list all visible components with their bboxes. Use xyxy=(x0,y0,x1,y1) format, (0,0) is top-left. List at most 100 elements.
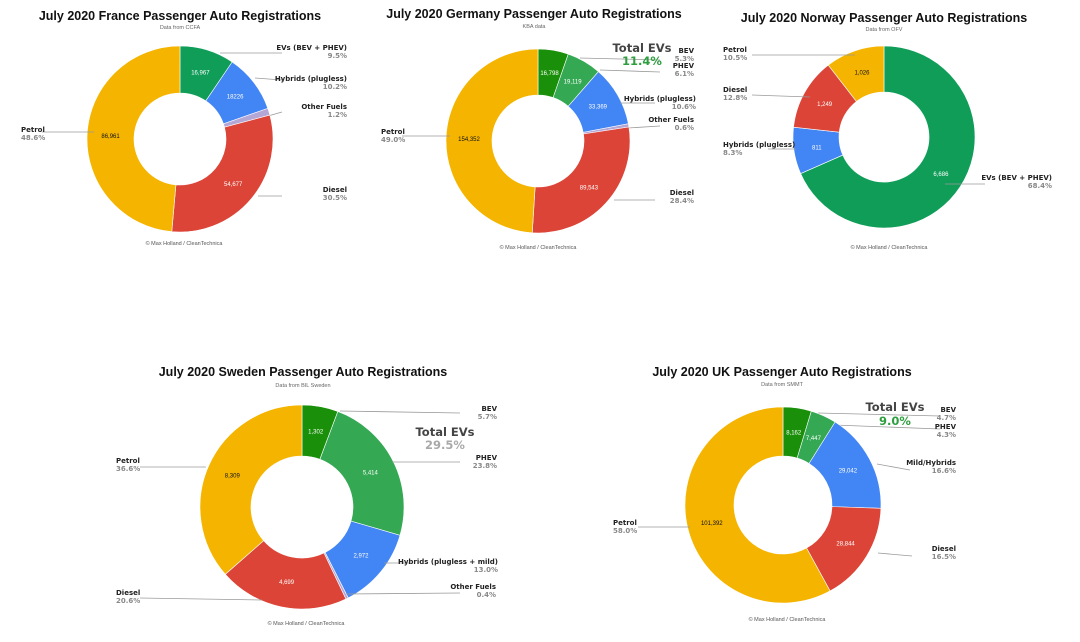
slice-value-label: 18226 xyxy=(227,95,244,101)
slice-petrol xyxy=(199,404,303,575)
leader-line xyxy=(345,592,461,595)
slice-value-label: 29,042 xyxy=(839,469,858,475)
slice-percent-label: 4.7% xyxy=(937,414,956,422)
slice-category-label: EVs (BEV + PHEV) xyxy=(276,44,347,52)
slice-category-label: Other Fuels xyxy=(648,116,694,124)
slice-category-label: Mild/Hybrids xyxy=(906,459,956,467)
slice-category-label: Diesel xyxy=(670,189,694,197)
slice-category-label: Other Fuels xyxy=(301,103,347,111)
slice-percent-label: 36.6% xyxy=(116,465,140,473)
chart-subtitle: Data from CCFA xyxy=(160,25,201,31)
slice-percent-label: 28.4% xyxy=(670,197,694,205)
chart-credit: © Max Holland / CleanTechnica xyxy=(146,240,224,247)
total-evs-percent: 11.4% xyxy=(622,54,662,68)
slice-percent-label: 10.5% xyxy=(723,54,747,62)
slice-value-label: 16,967 xyxy=(191,71,210,77)
slice-percent-label: 5.3% xyxy=(675,55,694,63)
slice-category-label: Hybrids (plugless) xyxy=(723,141,795,149)
leader-line xyxy=(267,111,283,117)
slice-value-label: 154,352 xyxy=(458,137,480,143)
slice-percent-label: 9.5% xyxy=(328,52,347,60)
slice-value-label: 1,302 xyxy=(308,430,324,436)
slice-value-label: 6,686 xyxy=(933,172,949,178)
chart-title: July 2020 Germany Passenger Auto Registr… xyxy=(386,7,682,21)
slice-value-label: 8,162 xyxy=(786,430,802,436)
slice-phev xyxy=(319,411,405,536)
slice-category-label: Diesel xyxy=(116,589,140,597)
total-evs-label: Total EVs xyxy=(415,425,474,439)
slice-percent-label: 23.8% xyxy=(473,462,497,470)
slice-category-label: Petrol xyxy=(613,519,637,527)
slice-category-label: Diesel xyxy=(323,186,347,194)
leader-line xyxy=(579,57,661,61)
slice-category-label: Hybrids (plugless) xyxy=(275,75,347,83)
slice-percent-label: 16.6% xyxy=(932,467,956,475)
slice-category-label: BEV xyxy=(940,406,956,414)
slice-diesel xyxy=(531,126,631,234)
slice-percent-label: 68.4% xyxy=(1028,182,1052,190)
chart-july-2020-france-passenger-auto-registrations: July 2020 France Passenger Auto Registra… xyxy=(21,9,347,247)
slice-value-label: 33,369 xyxy=(589,105,608,111)
total-evs-percent: 29.5% xyxy=(425,438,465,452)
chart-subtitle: Data from SMMT xyxy=(761,382,804,388)
slice-percent-label: 58.0% xyxy=(613,527,637,535)
slice-percent-label: 1.2% xyxy=(328,111,347,119)
chart-title: July 2020 Norway Passenger Auto Registra… xyxy=(741,11,1027,25)
leader-line xyxy=(833,424,941,430)
slice-value-label: 19,119 xyxy=(564,79,583,85)
slice-category-label: BEV xyxy=(481,405,497,413)
slice-category-label: Petrol xyxy=(723,46,747,54)
slice-category-label: Petrol xyxy=(21,126,45,134)
slice-percent-label: 0.4% xyxy=(477,591,496,599)
slice-category-label: Petrol xyxy=(381,128,405,136)
slice-category-label: Diesel xyxy=(723,86,747,94)
slice-value-label: 1,026 xyxy=(854,71,870,77)
slice-category-label: PHEV xyxy=(673,62,695,70)
leader-line xyxy=(627,125,661,129)
chart-title: July 2020 France Passenger Auto Registra… xyxy=(39,9,321,23)
slice-category-label: PHEV xyxy=(935,423,957,431)
leader-line xyxy=(599,69,661,73)
chart-july-2020-norway-passenger-auto-registrations: July 2020 Norway Passenger Auto Registra… xyxy=(723,11,1052,251)
slice-percent-label: 10.6% xyxy=(672,103,696,111)
slice-percent-label: 16.5% xyxy=(932,553,956,561)
leader-line xyxy=(877,552,913,557)
slice-percent-label: 10.2% xyxy=(323,83,347,91)
chart-july-2020-sweden-passenger-auto-registrations: July 2020 Sweden Passenger Auto Registra… xyxy=(116,365,498,627)
chart-credit: © Max Holland / CleanTechnica xyxy=(500,244,578,251)
slice-value-label: 28,844 xyxy=(836,542,855,548)
chart-july-2020-uk-passenger-auto-registrations: July 2020 UK Passenger Auto Registration… xyxy=(613,365,957,623)
slice-category-label: EVs (BEV + PHEV) xyxy=(981,174,1052,182)
slice-percent-label: 8.3% xyxy=(723,149,742,157)
chart-july-2020-germany-passenger-auto-registrations: July 2020 Germany Passenger Auto Registr… xyxy=(381,7,696,251)
slice-diesel xyxy=(171,114,274,233)
total-evs-label: Total EVs xyxy=(865,400,924,414)
slice-value-label: 101,392 xyxy=(701,521,723,527)
slice-value-label: 8,309 xyxy=(225,473,241,479)
slice-percent-label: 0.6% xyxy=(675,124,694,132)
slice-percent-label: 20.6% xyxy=(116,597,140,605)
slice-value-label: 811 xyxy=(812,145,822,151)
slice-percent-label: 4.3% xyxy=(937,431,956,439)
chart-credit: © Max Holland / CleanTechnica xyxy=(851,244,929,251)
chart-subtitle: KBA data xyxy=(523,24,547,30)
slice-category-label: BEV xyxy=(678,47,694,55)
chart-subtitle: Data from OFV xyxy=(866,27,903,33)
slice-category-label: Other Fuels xyxy=(450,583,496,591)
leader-line xyxy=(817,412,941,417)
total-evs-percent: 9.0% xyxy=(879,414,911,428)
leader-line xyxy=(254,77,283,81)
slice-value-label: 2,972 xyxy=(353,554,369,560)
slice-petrol xyxy=(86,45,181,232)
slice-category-label: Petrol xyxy=(116,457,140,465)
slice-value-label: 7,447 xyxy=(806,436,822,442)
slice-percent-label: 6.1% xyxy=(675,70,694,78)
chart-title: July 2020 Sweden Passenger Auto Registra… xyxy=(159,365,448,379)
total-evs-label: Total EVs xyxy=(612,41,671,55)
chart-subtitle: Data from BIL Sweden xyxy=(275,383,330,389)
chart-title: July 2020 UK Passenger Auto Registration… xyxy=(652,365,911,379)
slice-percent-label: 12.8% xyxy=(723,94,747,102)
slice-percent-label: 30.5% xyxy=(323,194,347,202)
slice-value-label: 4,699 xyxy=(279,580,295,586)
